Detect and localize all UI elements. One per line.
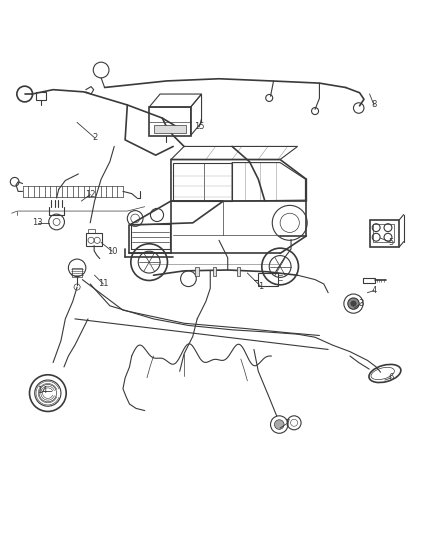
- Bar: [195, 266, 199, 276]
- Circle shape: [351, 301, 356, 306]
- Bar: [153, 125, 186, 133]
- Text: 10: 10: [107, 247, 117, 256]
- Text: 13: 13: [32, 219, 43, 228]
- Bar: [363, 278, 375, 283]
- Text: 14: 14: [37, 386, 47, 395]
- Bar: [258, 273, 278, 286]
- Text: 11: 11: [98, 279, 109, 288]
- Text: 1: 1: [258, 281, 263, 290]
- Text: 12: 12: [85, 190, 95, 199]
- Bar: [72, 268, 82, 277]
- Text: 7: 7: [284, 419, 290, 428]
- Circle shape: [275, 420, 284, 430]
- Text: 6: 6: [389, 373, 394, 382]
- Text: 2: 2: [92, 133, 97, 142]
- Bar: [237, 266, 240, 276]
- Bar: [213, 266, 216, 276]
- Text: 15: 15: [194, 122, 205, 131]
- Bar: [86, 233, 102, 246]
- Text: 4: 4: [371, 286, 377, 295]
- Text: 8: 8: [371, 100, 377, 109]
- Circle shape: [348, 298, 359, 309]
- Text: 5: 5: [389, 238, 394, 247]
- Bar: [370, 220, 399, 247]
- Text: 3: 3: [358, 299, 364, 308]
- Bar: [36, 92, 46, 100]
- Bar: [373, 224, 394, 243]
- Bar: [149, 107, 191, 135]
